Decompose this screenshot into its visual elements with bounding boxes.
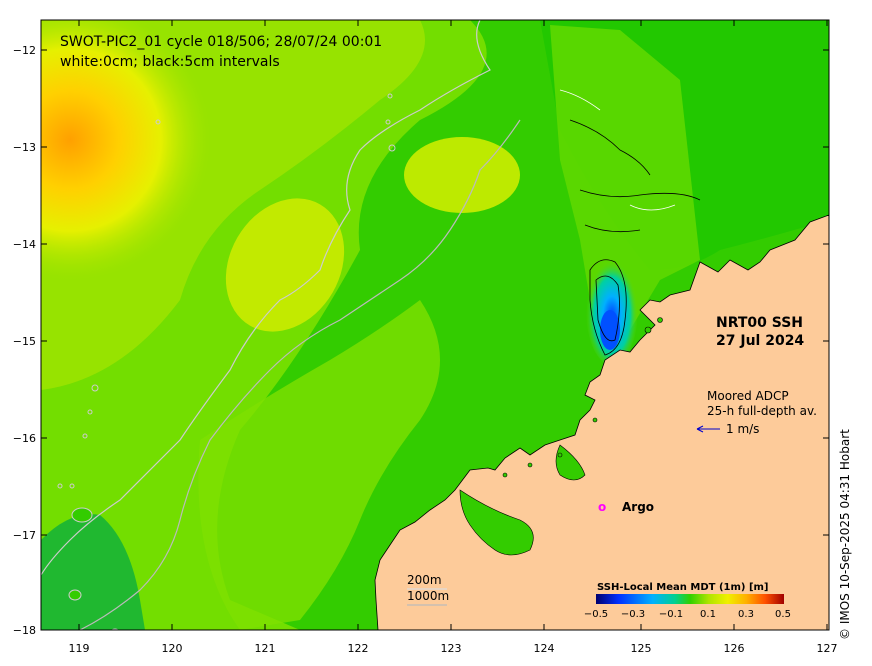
map-title: SWOT-PIC2_01 cycle 018/506; 28/07/24 00:… (60, 34, 382, 50)
depth-1000m-label: 1000m (407, 589, 449, 603)
map-subtitle: white:0cm; black:5cm intervals (60, 54, 280, 70)
x-tick-label: 125 (631, 642, 652, 655)
colorbar-tick-label: −0.5 (584, 609, 608, 620)
colorbar-tick-label: −0.1 (659, 609, 683, 620)
contour-200m (41, 20, 491, 576)
ssh-field-band-south (198, 300, 440, 630)
ssh-high-north (404, 137, 520, 213)
y-tick-label: −12 (13, 44, 36, 57)
colorbar-tick-label: 0.3 (738, 609, 754, 620)
adcp-average-label: 25-h full-depth av. (707, 404, 817, 418)
king-sound-inlet (459, 489, 534, 556)
shelf-islands (68, 507, 119, 630)
contour-1000m (79, 119, 521, 630)
x-tick-label: 124 (534, 642, 555, 655)
y-tick-label: −18 (13, 624, 36, 637)
swot-swath (550, 25, 700, 350)
x-tick-label: 127 (817, 642, 838, 655)
plot-frame (40, 19, 830, 631)
argo-marker: o (598, 500, 606, 514)
reef-markers (57, 93, 396, 489)
x-tick-label: 126 (724, 642, 745, 655)
swot-low-anomaly (586, 255, 638, 365)
y-tick-label: −16 (13, 432, 36, 445)
depth-200m-label: 200m (407, 573, 442, 587)
product-date: 27 Jul 2024 (716, 333, 804, 349)
islands (502, 317, 663, 478)
colorbar-tick-label: 0.1 (700, 609, 716, 620)
y-axis: −12 −13 −14 −15 −16 −17 −18 (13, 44, 829, 637)
colorbar-ticks: −0.5 −0.3 −0.1 0.1 0.3 0.5 (584, 609, 791, 620)
colorbar (596, 594, 784, 604)
adcp-speed-scale: 1 m/s (726, 422, 759, 436)
colorbar-tick-label: −0.3 (621, 609, 645, 620)
y-tick-label: −17 (13, 529, 36, 542)
colorbar-title: SSH-Local Mean MDT (1m) [m] (597, 582, 769, 593)
x-tick-label: 123 (441, 642, 462, 655)
y-tick-label: −15 (13, 335, 36, 348)
adcp-scale-arrow-icon (696, 425, 720, 433)
ssh-high-centre (225, 198, 345, 332)
x-tick-label: 120 (162, 642, 183, 655)
colorbar-tick-label: 0.5 (775, 609, 791, 620)
credit-text: © IMOS 10-Sep-2025 04:31 Hobart (838, 429, 852, 640)
y-tick-label: −13 (13, 141, 36, 154)
adcp-label: Moored ADCP (707, 389, 789, 403)
swath-contours (569, 119, 701, 356)
cambridge-gulf-inlet (555, 444, 586, 481)
x-tick-label: 121 (255, 642, 276, 655)
x-axis: 119 120 121 122 123 124 125 126 127 (69, 20, 838, 655)
ssh-high-west (41, 20, 210, 280)
swath-zero-contours (559, 89, 676, 211)
y-tick-label: −14 (13, 238, 36, 251)
product-label: NRT00 SSH (716, 315, 803, 331)
x-tick-label: 119 (69, 642, 90, 655)
x-tick-label: 122 (348, 642, 369, 655)
argo-label: Argo (622, 500, 654, 514)
